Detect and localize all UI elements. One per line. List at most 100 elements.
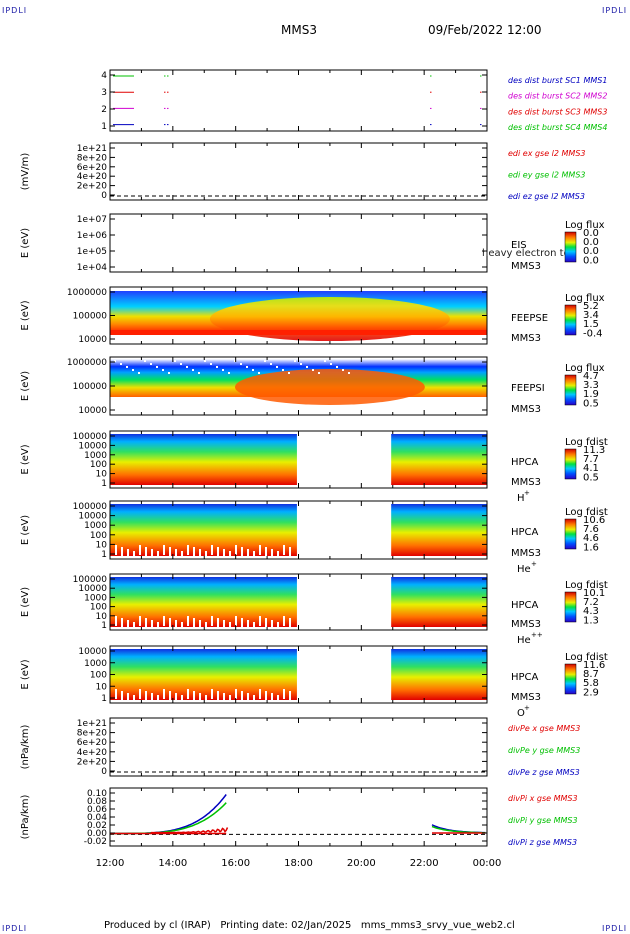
spectrogram-feepse-low <box>110 330 487 335</box>
speckle <box>181 695 183 705</box>
legend-entry: des dist burst SC1 MMS1 <box>508 76 607 85</box>
speckle <box>145 691 147 701</box>
colorbar <box>564 231 577 263</box>
speckle <box>259 545 261 555</box>
speckle <box>211 689 213 699</box>
burst-mark <box>480 107 482 109</box>
speckle <box>181 551 183 561</box>
species-charge: + <box>524 704 530 712</box>
ytick-label: 1e+06 <box>77 231 108 241</box>
colorbar-title: Log flux <box>565 363 605 374</box>
speckle <box>121 547 123 557</box>
burst-mark <box>164 91 166 93</box>
speckle <box>175 620 177 630</box>
ytick-label: 6e+20 <box>77 738 108 748</box>
corner-tag-top-right: IPDLI <box>602 6 628 15</box>
speckle <box>282 369 284 371</box>
legend-entry: divPi z gse MMS3 <box>508 838 577 847</box>
speckle <box>324 360 326 362</box>
burst-mark <box>167 107 169 109</box>
speckle <box>181 622 183 632</box>
speckle <box>157 551 159 561</box>
colorbar-value: 4.7 <box>583 371 599 382</box>
speckle <box>163 616 165 626</box>
speckle <box>264 360 266 362</box>
ytick-label: 8e+20 <box>77 153 108 163</box>
ytick-label: 0.04 <box>87 813 107 823</box>
speckle <box>234 360 236 362</box>
corner-tag-bottom-right: IPDLI <box>602 924 628 933</box>
speckle <box>175 549 177 559</box>
speckle <box>199 620 201 630</box>
speckle <box>277 695 279 705</box>
panel-4: 1000000 100000 10000 E (eV) FEEPSE MMS3 Log fl… <box>20 286 605 345</box>
colorbar-value: 0.5 <box>583 472 599 483</box>
speckle <box>217 547 219 557</box>
burst-mark <box>164 124 166 126</box>
speckle <box>127 693 129 703</box>
species-charge: + <box>531 560 537 568</box>
speckle <box>114 360 116 362</box>
speckle <box>199 693 201 703</box>
spacecraft-label: MMS3 <box>511 619 541 630</box>
ytick-label: 0.00 <box>87 829 107 839</box>
speckle <box>132 369 134 371</box>
colorbar-value: -0.4 <box>583 328 603 339</box>
speckle <box>217 618 219 628</box>
colorbar <box>564 304 577 336</box>
instrument-label: HPCA <box>511 457 539 468</box>
speckle <box>120 363 122 365</box>
ytick-label: 1e+04 <box>77 263 108 273</box>
burst-mark <box>167 75 169 77</box>
speckle <box>223 620 225 630</box>
colorbar-title: Log fdist <box>565 652 608 663</box>
speckle <box>223 693 225 703</box>
y-axis-label: (nPa/km) <box>20 725 31 770</box>
speckle <box>253 622 255 632</box>
ytick-label: 0.10 <box>87 789 107 799</box>
instrument-label: FEEPSI <box>511 383 545 394</box>
legend-entry: divPi y gse MMS3 <box>508 816 578 825</box>
instrument-label: HPCA <box>511 600 539 611</box>
speckle <box>300 363 302 365</box>
y-axis-label: E (eV) <box>20 587 31 617</box>
speckle <box>115 689 117 699</box>
speckle <box>210 363 212 365</box>
speckle <box>193 547 195 557</box>
legend-entry: edi ez gse l2 MMS3 <box>508 192 585 201</box>
legend-entry: des dist burst SC4 MMS4 <box>508 123 607 132</box>
speckle <box>330 363 332 365</box>
burst-mark <box>167 124 169 126</box>
speckle <box>235 545 237 555</box>
colorbar-value: 4.6 <box>583 533 599 544</box>
colorbar-value: 8.7 <box>583 669 599 680</box>
ytick-label: 10000 <box>78 406 107 416</box>
speckle <box>144 360 146 362</box>
burst-mark <box>480 91 482 93</box>
ytick-label: 8e+20 <box>77 729 108 739</box>
speckle <box>121 691 123 701</box>
speckle <box>265 547 267 557</box>
divpi-series-y <box>110 802 227 835</box>
burst-mark <box>164 107 166 109</box>
ytick-label: 10 <box>96 612 108 622</box>
speckle <box>133 622 135 632</box>
legend-entry: divPe z gse MMS3 <box>508 768 580 777</box>
speckle <box>169 547 171 557</box>
speckle <box>193 691 195 701</box>
burst-mark <box>480 75 482 77</box>
speckle <box>306 366 308 368</box>
xtick-label: 20:00 <box>347 858 376 869</box>
speckle <box>133 695 135 705</box>
speckle <box>133 551 135 561</box>
ytick-label: 100000 <box>73 575 108 585</box>
speckle <box>115 616 117 626</box>
speckle <box>241 547 243 557</box>
speckle <box>162 369 164 371</box>
panel-frame <box>109 213 488 273</box>
speckle <box>348 372 350 374</box>
speckle <box>271 693 273 703</box>
xtick-label: 18:00 <box>284 858 313 869</box>
speckle <box>241 618 243 628</box>
